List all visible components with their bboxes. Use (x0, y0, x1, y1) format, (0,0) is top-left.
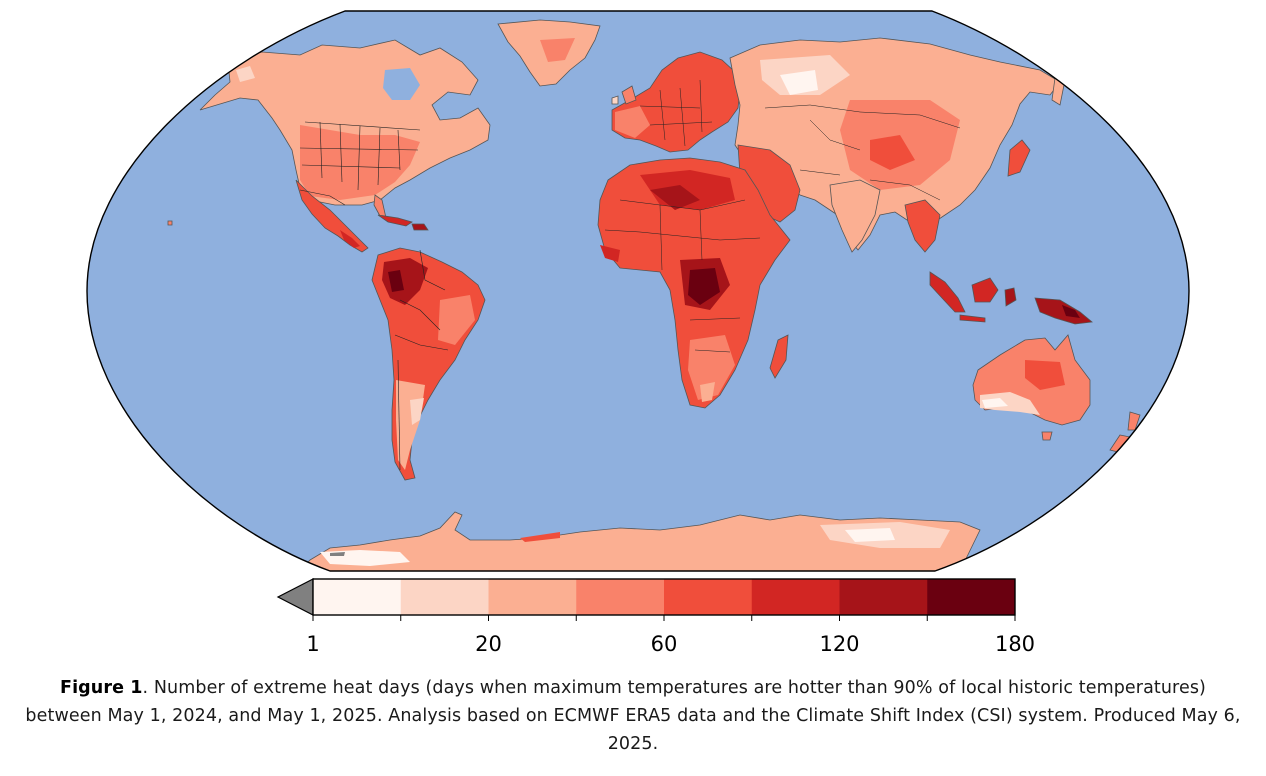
caption-text: . Number of extreme heat days (days when… (25, 678, 1241, 754)
figure-label: Figure 1 (60, 678, 143, 698)
colorbar-tick-label: 120 (819, 632, 859, 656)
colorbar-bin (839, 579, 928, 615)
colorbar-tick-label: 1 (306, 632, 319, 656)
north-america (199, 39, 491, 253)
colorbar-tick-labels: 1 20 60 120 180 (306, 632, 1035, 656)
colorbar-under-arrow (276, 578, 314, 616)
map-frame (86, 10, 1190, 572)
colorbar-bins (313, 579, 1016, 615)
europe (611, 51, 741, 153)
colorbar-ticks (312, 615, 1016, 621)
maritime-continent (929, 271, 1093, 325)
antarctica (299, 511, 981, 571)
colorbar: 1 20 60 120 180 (276, 578, 1035, 656)
asia (729, 37, 1066, 253)
hawaii (167, 220, 173, 226)
colorbar-bin (313, 579, 402, 615)
colorbar-bin (576, 579, 665, 615)
colorbar-tick-label: 60 (651, 632, 678, 656)
colorbar-tick-label: 20 (475, 632, 502, 656)
australia (972, 334, 1141, 453)
colorbar-bin (400, 579, 489, 615)
colorbar-bin (927, 579, 1016, 615)
south-america (371, 247, 486, 481)
figure-caption: Figure 1. Number of extreme heat days (d… (20, 674, 1246, 758)
colorbar-bin (664, 579, 753, 615)
colorbar-tick-label: 180 (995, 632, 1035, 656)
colorbar-bin (751, 579, 840, 615)
africa (597, 157, 791, 409)
world-map (86, 10, 1190, 572)
colorbar-bin (488, 579, 577, 615)
